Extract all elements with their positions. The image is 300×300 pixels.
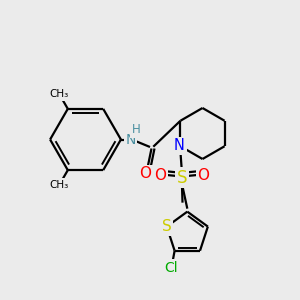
Text: O: O [154, 168, 166, 183]
Text: O: O [197, 168, 209, 183]
Text: Cl: Cl [164, 261, 178, 275]
Text: N: N [174, 138, 185, 153]
Text: S: S [162, 219, 172, 234]
Text: CH₃: CH₃ [50, 180, 69, 190]
Text: H: H [131, 123, 140, 136]
Text: CH₃: CH₃ [50, 89, 69, 99]
Text: S: S [177, 169, 187, 187]
Text: O: O [140, 167, 152, 182]
Text: N: N [125, 133, 136, 146]
